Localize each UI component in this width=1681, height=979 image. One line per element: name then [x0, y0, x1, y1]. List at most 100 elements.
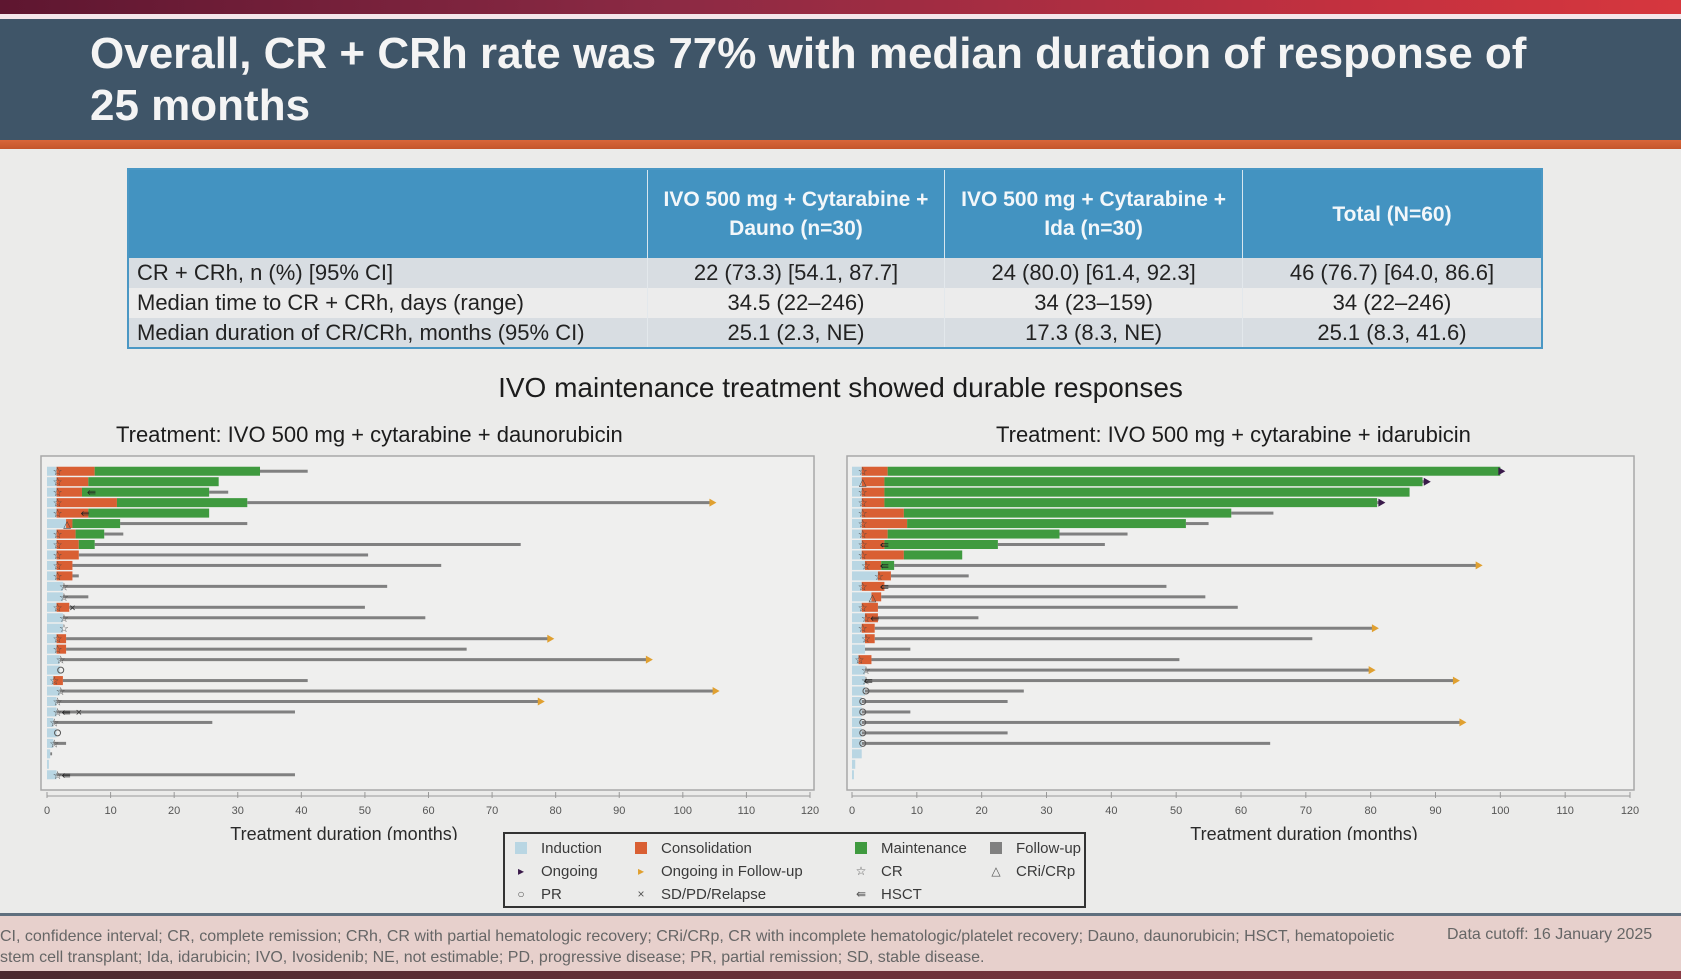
patient-row: ☆: [47, 613, 426, 625]
followup-bar: [861, 741, 1271, 745]
patient-row: ☆: [47, 623, 69, 635]
induction-bar: [852, 529, 862, 539]
x-tick-label: 80: [1365, 805, 1377, 817]
x-tick-label: 100: [674, 805, 692, 817]
cr-marker: ☆: [855, 655, 865, 667]
cr-marker: ☆: [858, 540, 868, 552]
patient-row: [852, 759, 856, 769]
followup-bar: [53, 741, 67, 745]
cr-marker: ☆: [53, 550, 63, 562]
maintenance-bar: [116, 498, 248, 508]
pr-marker: [57, 666, 65, 674]
patient-row: [852, 644, 911, 654]
induction-bar: [47, 759, 49, 769]
maintenance-bar: [907, 519, 1186, 529]
x-tick-label: 60: [1235, 805, 1247, 817]
consolidation-bar: [864, 613, 878, 623]
maintenance-bar: [88, 477, 219, 487]
followup-bar: [66, 647, 467, 651]
followup-bar: [94, 543, 521, 546]
consolidation-bar: [861, 529, 888, 539]
ongoing-followup-marker: [712, 687, 720, 696]
cr-marker: ☆: [858, 623, 868, 635]
patient-row: ☆: [47, 655, 653, 667]
induction-bar: [47, 770, 57, 780]
cri-marker: △: [63, 520, 71, 531]
x-tick-label: 70: [1300, 805, 1312, 817]
hsct-marker: ⇚: [880, 540, 889, 552]
induction-bar: [852, 498, 862, 508]
followup-bar: [881, 595, 1206, 599]
footer-abbreviations: CI, confidence interval; CR, complete re…: [0, 928, 1395, 966]
induction-bar: [47, 644, 57, 654]
induction-bar: [852, 613, 865, 623]
induction-bar: [852, 697, 862, 706]
consolidation-bar: [861, 498, 885, 508]
induction-bar: [47, 686, 60, 696]
maintenance-bar: [88, 508, 210, 518]
ongoing-followup-marker: [709, 498, 717, 507]
patient-row: ☆: [852, 634, 1313, 646]
followup-bar: [864, 647, 911, 651]
x-tick-label: 0: [44, 805, 50, 817]
followup-bar: [59, 689, 715, 693]
legend-swatch: [515, 842, 527, 854]
patient-row: [852, 686, 1024, 696]
cr-marker: ☆: [858, 487, 868, 499]
consolidation-bar: [56, 466, 95, 476]
cr-marker: ☆: [56, 686, 66, 698]
consolidation-bar: [56, 498, 117, 508]
legend-item: × SD/PD/Relapse: [633, 883, 766, 905]
cr-marker: ☆: [53, 560, 63, 572]
legend-item: Consolidation: [633, 837, 752, 859]
patient-row: ☆⇚: [852, 540, 1105, 552]
table-cell: Median time to CR + CRh, days (range): [128, 288, 648, 318]
patient-row: [852, 770, 854, 780]
x-tick-label: 70: [486, 805, 498, 817]
maintenance-bar: [94, 466, 261, 476]
induction-bar: [47, 749, 51, 759]
followup-bar: [62, 616, 426, 620]
cr-marker: ☆: [858, 519, 868, 531]
induction-bar: [852, 581, 862, 591]
cr-marker: ☆: [53, 571, 63, 583]
induction-bar: [47, 540, 57, 549]
induction-bar: [852, 749, 862, 759]
legend-label: Induction: [541, 839, 602, 857]
induction-bar: [47, 571, 57, 581]
slide-header: [0, 19, 1681, 140]
cr-marker: ☆: [858, 602, 868, 614]
pr-marker: [859, 739, 867, 747]
followup-bar: [864, 679, 1455, 683]
ongoing-followup-marker: [645, 655, 653, 664]
patient-row: [852, 697, 1008, 706]
consolidation-bar: [861, 477, 885, 487]
x-tick-label: 10: [911, 805, 923, 817]
induction-bar: [852, 519, 862, 529]
followup-bar: [861, 710, 911, 714]
x-tick-label: 120: [1621, 805, 1639, 817]
followup-bar: [890, 574, 969, 578]
cr-marker: ☆: [56, 655, 66, 667]
consolidation-bar: [861, 623, 875, 633]
x-tick-label: 90: [1429, 805, 1441, 817]
table-header-cell: Total (N=60): [1242, 169, 1542, 258]
relapse-marker: ×: [69, 602, 75, 614]
patient-row: ☆: [47, 644, 467, 656]
induction-bar: [47, 738, 54, 748]
cr-marker: ☆: [53, 508, 63, 520]
legend-label: SD/PD/Relapse: [661, 885, 767, 903]
x-tick-label: 0: [849, 805, 855, 817]
patient-row: △: [47, 519, 248, 531]
induction-bar: [47, 623, 63, 633]
legend-item: Induction: [513, 837, 602, 859]
consolidation-bar: [858, 655, 872, 665]
cr-marker: ☆: [53, 529, 63, 541]
pr-marker: [862, 687, 870, 695]
followup-bar: [62, 679, 308, 683]
legend-symbol-icon: △: [991, 864, 1001, 878]
cr-marker: ☆: [53, 498, 63, 510]
patient-row: ☆: [47, 697, 545, 709]
cri-marker: △: [859, 478, 867, 489]
patient-row: ☆: [852, 602, 1238, 614]
